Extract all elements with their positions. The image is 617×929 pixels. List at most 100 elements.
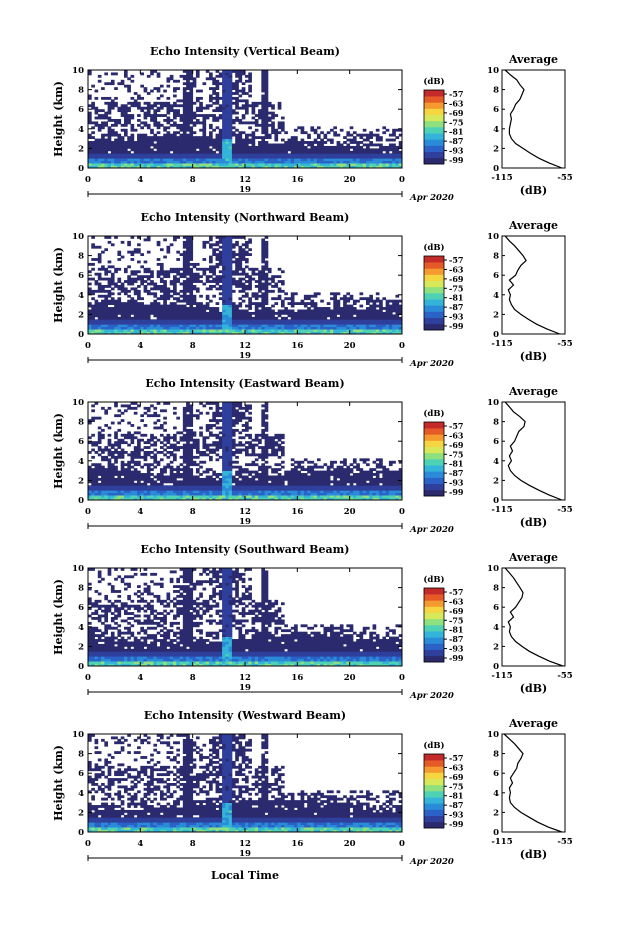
heatmap-cell: [94, 473, 99, 476]
heatmap-cell: [264, 160, 269, 164]
heatmap-cell: [352, 311, 357, 315]
heatmap-cell: [231, 153, 236, 157]
heatmap-cell: [385, 319, 390, 323]
heatmap-cell: [284, 311, 288, 315]
heatmap-cell: [150, 485, 154, 489]
heatmap-cell: [362, 297, 367, 301]
heatmap-cell: [349, 141, 354, 144]
heatmap-cell: [307, 155, 311, 159]
heatmap-cell: [215, 253, 220, 256]
heatmap-cell: [146, 473, 151, 476]
heatmap-cell: [369, 160, 373, 164]
heatmap-cell: [264, 94, 269, 98]
heatmap-cell: [372, 326, 377, 330]
heatmap-cell: [320, 165, 324, 169]
heatmap-cell: [146, 74, 151, 78]
heatmap-cell: [150, 270, 154, 274]
heatmap-cell: [186, 424, 190, 427]
heatmap-cell: [143, 138, 148, 142]
heatmap-cell: [182, 101, 187, 105]
heatmap-cell: [182, 321, 187, 325]
heatmap-cell: [127, 150, 131, 154]
heatmap-cell: [166, 79, 171, 83]
heatmap-cell: [107, 309, 112, 313]
heatmap-cell: [192, 265, 197, 269]
heatmap-cell: [277, 106, 282, 110]
heatmap-cell: [127, 316, 131, 320]
heatmap-cell: [264, 253, 269, 256]
heatmap-cell: [392, 314, 396, 318]
heatmap-cell: [130, 406, 135, 410]
heatmap-cell: [310, 143, 315, 147]
heatmap-cell: [143, 280, 148, 283]
heatmap-cell: [356, 324, 360, 328]
heatmap-cell: [120, 465, 125, 469]
heatmap-cell: [179, 143, 184, 147]
heatmap-cell: [385, 316, 390, 320]
heatmap-cell: [153, 158, 158, 162]
heatmap-cell: [182, 77, 187, 81]
heatmap-cell: [280, 321, 285, 325]
heatmap-cell: [130, 455, 135, 459]
heatmap-cell: [205, 480, 210, 484]
heatmap-cell: [91, 153, 95, 157]
heatmap-cell: [202, 477, 207, 481]
heatmap-cell: [228, 311, 233, 315]
heatmap-cell: [218, 260, 223, 264]
heatmap-cell: [267, 267, 272, 271]
heatmap-cell: [163, 150, 167, 154]
heatmap-cell: [140, 465, 144, 469]
heatmap-cell: [366, 329, 370, 332]
heatmap-cell: [182, 114, 187, 117]
heatmap-cell: [336, 311, 341, 315]
heatmap-cell: [222, 453, 226, 457]
heatmap-cell: [280, 319, 285, 323]
heatmap-cell: [254, 153, 259, 157]
heatmap-cell: [186, 70, 190, 73]
heatmap-cell: [218, 238, 223, 242]
heatmap-cell: [88, 302, 92, 305]
heatmap-cell: [153, 160, 158, 164]
heatmap-cell: [186, 404, 190, 408]
heatmap-cell: [222, 243, 226, 247]
heatmap-cell: [192, 143, 197, 147]
heatmap-cell: [264, 77, 269, 81]
heatmap-cell: [271, 285, 275, 288]
heatmap-cell: [261, 299, 266, 303]
heatmap-cell: [235, 133, 239, 137]
heatmap-cell: [140, 136, 144, 139]
heatmap-cell: [114, 302, 118, 305]
heatmap-cell: [117, 297, 122, 301]
heatmap-cell: [212, 96, 216, 100]
heatmap-cell: [150, 119, 154, 122]
heatmap-cell: [88, 119, 92, 122]
heatmap-cell: [303, 153, 308, 157]
heatmap-cell: [264, 145, 269, 149]
heatmap-cell: [186, 433, 190, 437]
heatmap-cell: [186, 240, 190, 244]
heatmap-cell: [382, 155, 387, 159]
avg-y-tick-label: 10: [487, 232, 499, 242]
heatmap-cell: [362, 316, 367, 320]
heatmap-cell: [179, 473, 184, 476]
heatmap-cell: [356, 143, 360, 147]
heatmap-cell: [140, 485, 144, 489]
heatmap-cell: [352, 324, 357, 328]
heatmap-cell: [120, 304, 125, 308]
heatmap-cell: [150, 433, 154, 437]
heatmap-cell: [173, 153, 177, 157]
heatmap-cell: [248, 275, 252, 279]
heatmap-cell: [130, 116, 135, 120]
heatmap-cell: [310, 329, 315, 332]
heatmap-cell: [248, 72, 252, 76]
heatmap-cell: [97, 145, 102, 149]
heatmap-cell: [173, 138, 177, 142]
heatmap-cell: [179, 148, 184, 152]
heatmap-cell: [133, 101, 138, 105]
heatmap-cell: [294, 128, 298, 132]
heatmap-cell: [199, 302, 203, 305]
heatmap-cell: [186, 485, 190, 489]
heatmap-cell: [245, 101, 249, 105]
heatmap-cell: [271, 277, 275, 281]
heatmap-cell: [143, 490, 148, 494]
